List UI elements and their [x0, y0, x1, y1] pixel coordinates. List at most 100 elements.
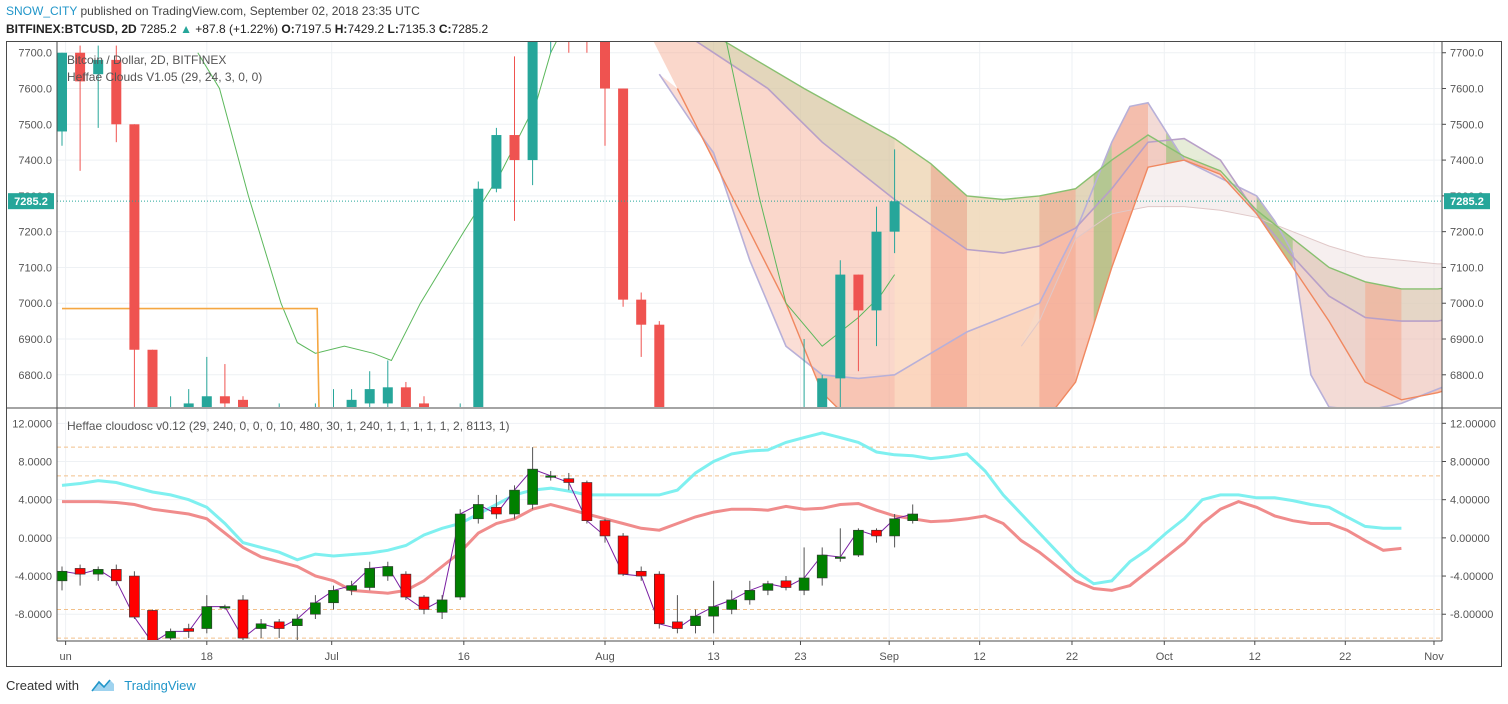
price-candle: [803, 339, 805, 407]
price-legend-title: Bitcoin / Dollar, 2D, BITFINEX: [67, 53, 226, 67]
price-candle-body: [256, 439, 266, 446]
price-candle: [382, 360, 393, 407]
osc-candle-body: [798, 577, 810, 591]
osc-ytick-right: 8.00000: [1450, 457, 1490, 469]
osc-candle: [255, 619, 267, 639]
last-price-badge-right: [1444, 193, 1490, 210]
osc-candle: [111, 564, 122, 586]
price-candle: [333, 389, 334, 407]
osc-candle-body: [201, 606, 213, 629]
osc-ytick-left: 12.0000: [12, 418, 52, 430]
price-candle-body: [691, 554, 701, 590]
osc-candle: [147, 609, 158, 640]
high-value: 7429.2: [347, 22, 385, 36]
osc-candle: [364, 561, 376, 591]
price-candle-body: [582, 17, 592, 31]
osc-candle: [690, 609, 701, 634]
osc-candle: [57, 566, 68, 591]
xtick-label: 23: [794, 651, 806, 663]
price-ytick-right: 6800.0: [1450, 370, 1484, 382]
osc-candle: [92, 566, 104, 581]
osc-candle-body: [653, 573, 665, 625]
last-price-badge-right-text: 7285.2: [1450, 196, 1484, 208]
cloud-segment-fill: [1365, 281, 1402, 400]
osc-candle: [201, 595, 213, 634]
osc-candle: [889, 514, 900, 548]
price-change: +87.8 (+1.22%): [195, 22, 279, 36]
symbol-line: BITFINEX:BTCUSD, 2D 7285.2 ▲ +87.8 (+1.2…: [6, 22, 488, 36]
osc-candle: [310, 595, 321, 619]
osc-candle-body: [310, 602, 321, 615]
price-ytick-right: 6900.0: [1450, 334, 1484, 346]
osc-ytick-right: -4.00000: [1450, 571, 1493, 583]
osc-candle: [545, 471, 557, 481]
xtick-label: Sep: [879, 651, 899, 663]
osc-candle: [780, 576, 792, 591]
price-candle: [871, 206, 882, 347]
up-arrow-icon: ▲: [180, 22, 192, 36]
price-ytick-right: 7700.0: [1450, 48, 1484, 60]
osc-candle: [581, 480, 593, 524]
osc-candle-body: [889, 518, 900, 537]
xtick-label: 22: [1066, 651, 1078, 663]
price-ytick-right: 7100.0: [1450, 262, 1484, 274]
cloud-segment-fill: [1093, 142, 1112, 325]
price-candle-body: [219, 396, 230, 404]
price-candle-body: [527, 42, 538, 161]
price-candle-body: [400, 387, 411, 407]
price-candle-body: [654, 324, 665, 407]
osc-candle: [853, 528, 864, 557]
osc-legend: Heffae cloudosc v0.12 (29, 240, 0, 0, 0,…: [67, 419, 510, 433]
author-link[interactable]: SNOW_CITY: [6, 4, 78, 18]
price-candle: [527, 42, 538, 186]
osc-ytick-right: 12.00000: [1450, 418, 1496, 430]
xtick-label: 13: [707, 651, 719, 663]
osc-candle-body: [491, 507, 502, 515]
osc-candle-body: [255, 623, 267, 629]
osc-candle-body: [454, 513, 466, 598]
price-ytick-left: 7500.0: [18, 119, 52, 131]
osc-candle-body: [147, 610, 158, 640]
price-candle-body: [546, 0, 556, 38]
osc-candle-body: [237, 599, 249, 639]
osc-candle-body: [165, 631, 176, 639]
ma-orange-line: [62, 307, 320, 407]
osc-candle-body: [291, 618, 303, 626]
osc-fast-line: [62, 500, 1402, 595]
price-candle: [727, 482, 737, 554]
osc-candle: [418, 595, 430, 615]
price-candle-body: [491, 135, 502, 189]
osc-candle-body: [346, 585, 357, 591]
osc-candle: [129, 571, 140, 619]
xtick-label: Nov: [1424, 651, 1444, 663]
xtick-label: 18: [201, 651, 213, 663]
price-ytick-left: 7600.0: [18, 84, 52, 96]
last-price-badge-left-text: 7285.2: [14, 196, 48, 208]
symbol-label: BITFINEX:BTCUSD, 2D: [6, 22, 137, 36]
price-candle-body: [636, 299, 647, 325]
osc-candle: [635, 566, 647, 581]
price-candle: [111, 45, 122, 143]
cloud-segment-fill: [967, 195, 1040, 407]
xtick-label: Aug: [595, 651, 615, 663]
tradingview-link[interactable]: TradingView: [124, 678, 196, 693]
price-candle-body: [745, 482, 755, 500]
osc-candle: [400, 571, 412, 600]
price-candle-body: [564, 0, 574, 17]
xtick-label: 16: [458, 651, 470, 663]
price-candle: [364, 371, 375, 407]
cloud-segment-fill: [930, 163, 967, 407]
price-candle: [75, 45, 86, 171]
price-candle: [600, 42, 610, 146]
cloud-mid-line: [695, 42, 1442, 322]
osc-candle-body: [129, 575, 140, 618]
last-price-badge-left: [8, 193, 54, 210]
price-candle: [147, 349, 158, 407]
chart-frame: [6, 41, 1502, 667]
osc-candle-body: [111, 569, 122, 582]
osc-candle-body: [871, 529, 882, 537]
osc-candle-body: [382, 566, 394, 577]
price-candle-body: [727, 500, 737, 525]
osc-candle: [436, 595, 448, 619]
